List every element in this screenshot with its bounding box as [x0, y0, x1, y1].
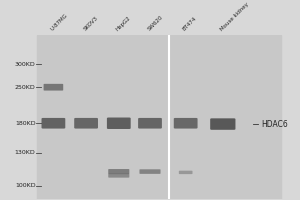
FancyBboxPatch shape	[44, 84, 63, 91]
Text: 180KD: 180KD	[15, 121, 36, 126]
Text: 130KD: 130KD	[15, 150, 36, 155]
FancyBboxPatch shape	[107, 118, 131, 129]
FancyBboxPatch shape	[108, 169, 129, 174]
Text: U-87MG: U-87MG	[50, 13, 69, 32]
FancyBboxPatch shape	[140, 169, 160, 174]
FancyBboxPatch shape	[138, 118, 162, 129]
Text: Mouse kidney: Mouse kidney	[219, 1, 250, 32]
Text: SW620: SW620	[146, 14, 164, 32]
FancyBboxPatch shape	[108, 174, 129, 178]
FancyBboxPatch shape	[179, 171, 193, 174]
Text: HepG2: HepG2	[115, 15, 132, 32]
Text: BT474: BT474	[182, 16, 198, 32]
Text: HDAC6: HDAC6	[262, 120, 288, 129]
FancyBboxPatch shape	[74, 118, 98, 129]
Bar	[37, 35, 281, 199]
Text: 100KD: 100KD	[15, 183, 36, 188]
Text: SKOV3: SKOV3	[82, 15, 99, 32]
Text: 250KD: 250KD	[15, 85, 36, 90]
Text: 300KD: 300KD	[15, 62, 36, 67]
FancyBboxPatch shape	[210, 118, 236, 130]
FancyBboxPatch shape	[174, 118, 198, 129]
FancyBboxPatch shape	[41, 118, 65, 129]
